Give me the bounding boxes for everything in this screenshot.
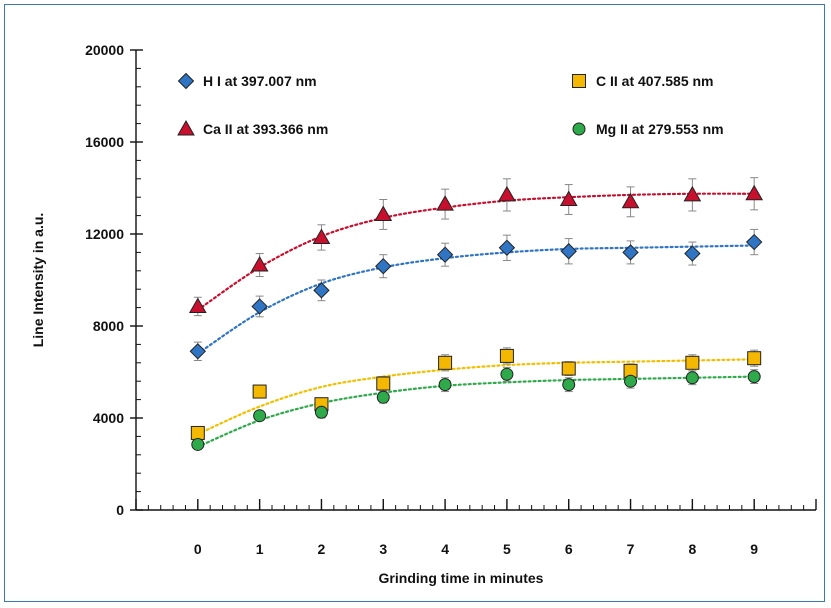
data-point-diamond bbox=[684, 245, 701, 262]
x-tick-label: 9 bbox=[750, 541, 758, 557]
y-axis-title: Line Intensity in a.u. bbox=[30, 213, 46, 348]
data-point-diamond bbox=[375, 257, 392, 275]
data-point-square bbox=[685, 355, 700, 370]
data-point-triangle bbox=[312, 228, 331, 244]
data-point-circle bbox=[376, 390, 390, 404]
data-point-triangle bbox=[683, 185, 702, 202]
data-point-triangle bbox=[621, 192, 640, 209]
data-point-circle bbox=[747, 370, 761, 384]
chart-frame: 0 4000 8000 12000 16000 20000 0 1 2 3 4 5 6 7 8 9 H I a… bbox=[4, 4, 825, 602]
data-point-circle bbox=[500, 367, 514, 381]
x-tick-label: 1 bbox=[256, 541, 264, 557]
legend-label: Ca II at 393.366 nm bbox=[203, 121, 328, 137]
data-point-circle bbox=[624, 374, 638, 388]
data-point-square bbox=[499, 348, 514, 363]
data-point-diamond bbox=[560, 243, 577, 260]
data-point-diamond bbox=[251, 298, 268, 315]
x-tick-label: 2 bbox=[318, 541, 326, 557]
data-point-triangle bbox=[745, 184, 764, 201]
y-tick-label: 4000 bbox=[93, 410, 124, 426]
data-point-square bbox=[561, 361, 576, 376]
data-point-triangle bbox=[436, 195, 454, 211]
data-point-triangle bbox=[498, 185, 516, 202]
data-point-diamond bbox=[313, 282, 330, 299]
trendline-circle bbox=[196, 375, 756, 448]
legend-marker-diamond bbox=[177, 72, 195, 90]
legend-marker-square bbox=[572, 74, 586, 88]
legend-marker-circle bbox=[572, 122, 586, 136]
axes: 0 4000 8000 12000 16000 20000 0 1 2 3 4 5 6 7 8 9 bbox=[85, 42, 817, 557]
y-tick-label: 8000 bbox=[93, 318, 124, 334]
y-tick-label: 20000 bbox=[85, 42, 124, 58]
legend-label: C II at 407.585 nm bbox=[596, 73, 714, 89]
data-point-square bbox=[747, 351, 762, 366]
data-point-diamond bbox=[745, 233, 763, 251]
data-point-circle bbox=[438, 378, 452, 392]
x-tick-label: 8 bbox=[688, 541, 696, 557]
y-tick-label: 0 bbox=[116, 502, 124, 518]
trendlines bbox=[196, 192, 756, 448]
data-point-circle bbox=[685, 371, 699, 385]
error-bars bbox=[193, 177, 759, 450]
trendline-triangle bbox=[196, 192, 756, 311]
data-point-square bbox=[376, 376, 391, 391]
trendline-square bbox=[196, 358, 756, 436]
x-tick-label: 4 bbox=[441, 541, 449, 557]
data-point-circle bbox=[191, 437, 205, 451]
y-tick-label: 12000 bbox=[85, 226, 124, 242]
data-point-circle bbox=[562, 378, 576, 392]
data-point-square bbox=[252, 384, 267, 399]
y-tick-label: 16000 bbox=[85, 134, 124, 150]
trendline-diamond bbox=[196, 244, 756, 355]
data-point-diamond bbox=[189, 343, 207, 360]
legend-label: H I at 397.007 nm bbox=[203, 73, 317, 89]
x-axis-title: Grinding time in minutes bbox=[379, 570, 544, 586]
chart-svg: 0 4000 8000 12000 16000 20000 0 1 2 3 4 5 6 7 8 9 H I a… bbox=[30, 42, 817, 586]
data-markers bbox=[188, 184, 764, 451]
x-tick-label: 3 bbox=[379, 541, 387, 557]
data-point-circle bbox=[314, 405, 328, 419]
x-tick-label: 5 bbox=[503, 541, 511, 557]
data-point-triangle bbox=[559, 190, 578, 206]
data-point-diamond bbox=[436, 246, 454, 263]
data-point-square bbox=[438, 355, 453, 370]
x-tick-label: 7 bbox=[627, 541, 635, 557]
data-point-diamond bbox=[498, 239, 516, 257]
x-tick-label: 0 bbox=[194, 541, 202, 557]
legend-label: Mg II at 279.553 nm bbox=[596, 121, 724, 137]
data-point-triangle bbox=[250, 256, 269, 272]
data-point-circle bbox=[253, 409, 267, 423]
data-point-diamond bbox=[622, 244, 639, 261]
x-tick-label: 6 bbox=[565, 541, 573, 557]
legend: H I at 397.007 nm C II at 407.585 nm Ca II… bbox=[177, 72, 724, 137]
data-point-triangle bbox=[374, 205, 393, 221]
data-point-square bbox=[190, 425, 205, 440]
data-point-triangle bbox=[188, 297, 207, 313]
legend-marker-triangle bbox=[177, 119, 195, 136]
